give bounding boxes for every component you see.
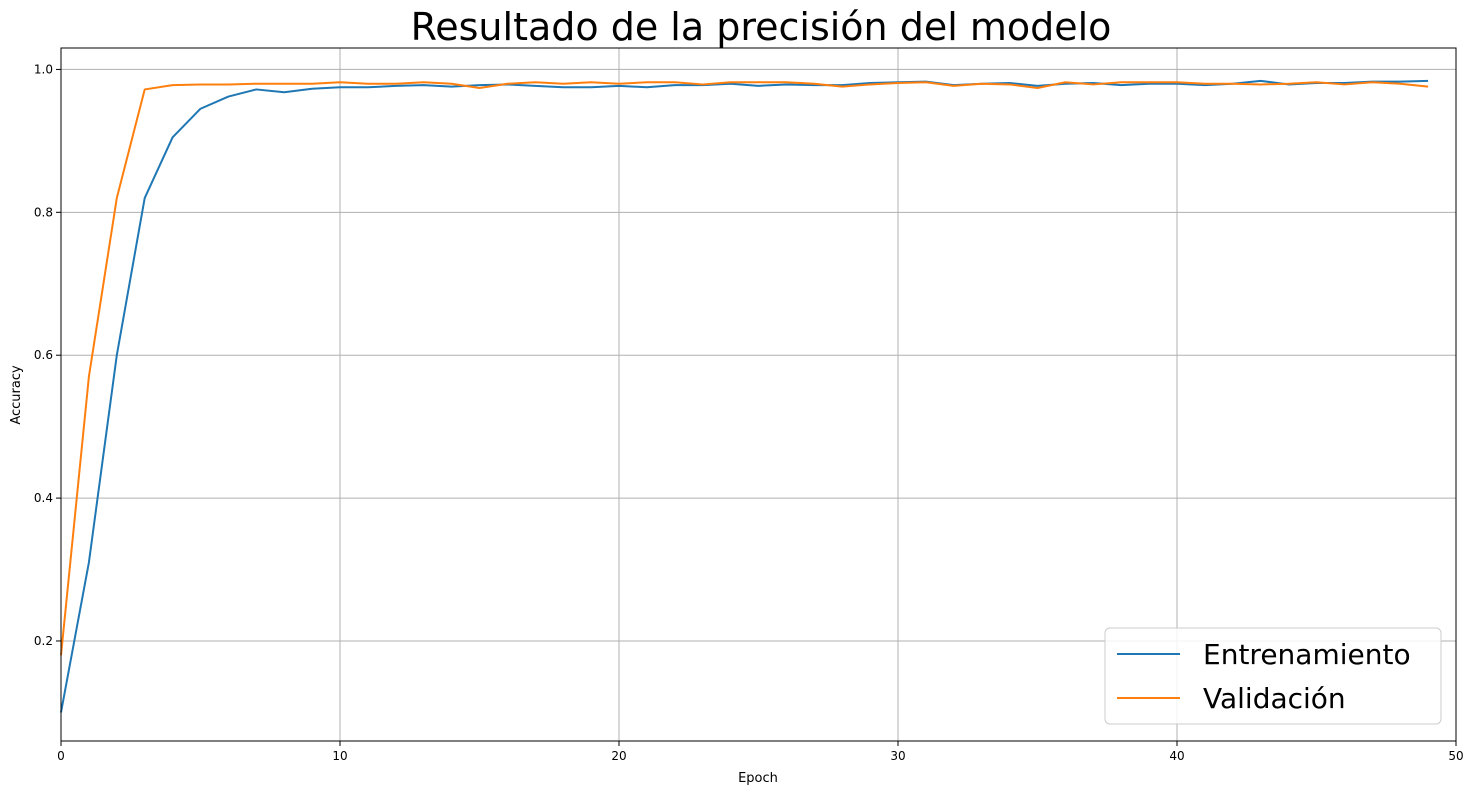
legend-label: Validación [1203,682,1346,715]
series-line-validacion [60,81,1429,656]
y-tick-label: 0.4 [34,491,53,505]
x-axis-ticks: 0 10 20 30 40 50 [57,741,1464,763]
series-lines [60,79,1429,713]
series-line-entrenamiento [60,79,1429,713]
plot-frame [60,47,1457,742]
y-tick-label: 0.8 [34,205,53,219]
x-tick-label: 50 [1448,749,1463,763]
x-tick-label: 0 [57,749,65,763]
x-tick-label: 10 [332,749,347,763]
y-tick-label: 1.0 [34,62,53,76]
x-tick-label: 40 [1169,749,1184,763]
legend-box [1104,627,1442,725]
y-tick-label: 0.2 [34,634,53,648]
chart-title: Resultado de la precisión del modelo [411,5,1112,49]
legend: Entrenamiento Validación [1104,627,1442,725]
legend-label: Entrenamiento [1203,638,1411,671]
y-tick-label: 0.6 [34,348,53,362]
y-axis-label: Accuracy [9,365,24,425]
x-tick-label: 30 [890,749,905,763]
y-axis-ticks: 0.2 0.4 0.6 0.8 1.0 [34,62,61,648]
x-tick-label: 20 [611,749,626,763]
x-axis-label: Epoch [738,771,778,786]
